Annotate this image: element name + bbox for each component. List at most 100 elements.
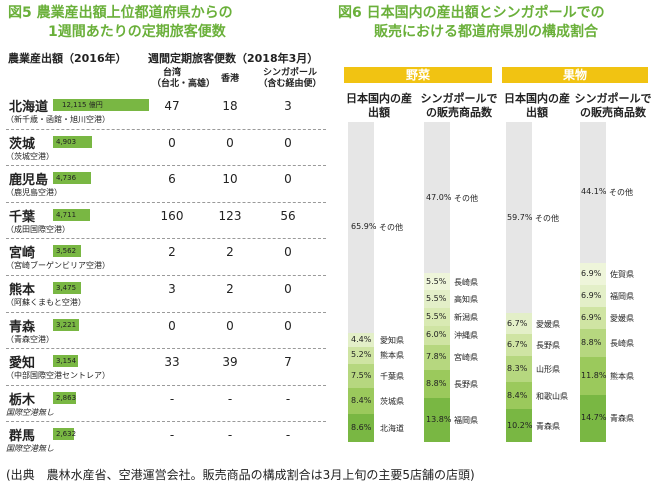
flights-singapore: 3: [284, 99, 292, 113]
stack-segment: [506, 334, 532, 356]
segment-prefecture: 高知県: [454, 295, 478, 305]
pref-name: 宮崎: [9, 246, 36, 262]
stack-segment: [506, 122, 532, 314]
production-bar: 3,475: [53, 282, 81, 294]
segment-percent: 6.7%: [507, 340, 528, 350]
stack-segment: [424, 122, 450, 273]
row-divider: [6, 201, 326, 203]
production-value: 4,711: [56, 210, 77, 219]
segment-prefecture: 福岡県: [454, 415, 478, 425]
flights-hongkong: 18: [222, 99, 238, 113]
airport-name: （成田国際空港）: [6, 224, 70, 234]
segment-percent: 65.9%: [351, 222, 377, 232]
pref-name: 青森: [9, 319, 36, 335]
stack-segment: [424, 307, 450, 326]
segment-prefecture: 愛知県: [380, 335, 404, 345]
row-divider: [6, 421, 326, 423]
stack-segment: [348, 346, 374, 364]
airport-name: （宮崎ブーゲンビリア空港）: [6, 261, 110, 271]
segment-percent: 7.8%: [426, 352, 447, 362]
production-value: 3,562: [56, 247, 77, 256]
stack-segment: [580, 284, 606, 307]
flights-taiwan: 33: [164, 355, 180, 370]
airport-name: 国際空港無し: [6, 407, 54, 417]
stack-segment: [424, 344, 450, 370]
segment-prefecture: 愛媛県: [536, 319, 560, 329]
segment-prefecture: 福岡県: [610, 291, 634, 301]
fruit-col-domestic-header: 日本国内の産出額: [504, 92, 570, 119]
pref-name: 茨城: [9, 136, 36, 152]
segment-percent: 11.8%: [581, 371, 607, 381]
segment-percent: 14.7%: [581, 413, 607, 423]
flights-singapore: 56: [280, 208, 296, 223]
production-value: 2,632: [56, 430, 77, 439]
pref-name: 熊本: [9, 283, 36, 298]
stack-segment: [580, 306, 606, 330]
segment-percent: 7.5%: [351, 370, 372, 380]
col-singapore-sub: （含む経由便）: [258, 79, 322, 89]
segment-prefecture: 北海道: [380, 424, 404, 434]
pref-name: 千葉: [9, 209, 36, 225]
segment-percent: 8.6%: [351, 423, 372, 433]
fruit-col-singapore-header: シンガポールでの販売商品数: [574, 92, 652, 119]
airport-name: （茨城空港）: [6, 151, 54, 161]
stack-segment: [506, 409, 532, 442]
flights-hongkong: 10: [222, 172, 238, 187]
stack-segment: [348, 122, 374, 333]
row-divider: [6, 128, 326, 130]
col-taiwan-sub: （台北・高雄）: [152, 79, 216, 89]
production-bar: 2,632: [53, 428, 77, 441]
segment-prefecture: 長野県: [454, 379, 478, 389]
veg-col-singapore-header: シンガポールでの販売商品数: [420, 92, 498, 119]
flights-hongkong: 123: [218, 208, 242, 223]
segment-percent: 6.9%: [581, 268, 602, 278]
flights-taiwan: 47: [164, 99, 180, 113]
segment-percent: 8.4%: [507, 390, 528, 400]
stack-segment: [506, 382, 532, 410]
flights-singapore: 0: [284, 172, 292, 187]
segment-percent: 4.4%: [351, 334, 372, 344]
col-header-singapore: シンガポール （含む経由便）: [258, 68, 322, 90]
row-divider: [6, 238, 326, 240]
segment-percent: 8.4%: [351, 396, 372, 406]
segment-percent: 10.2%: [507, 420, 533, 430]
production-bar: 4,711: [53, 208, 91, 221]
fig5-title-text: 農業産出額上位都道府県からの: [36, 5, 233, 21]
flights-taiwan: 6: [168, 172, 176, 187]
segment-prefecture: その他: [454, 193, 478, 203]
segment-percent: 5.5%: [426, 311, 447, 321]
segment-percent: 5.5%: [426, 276, 447, 286]
band-fruits: 果物: [502, 67, 648, 83]
pref-name: 栃木: [9, 392, 36, 408]
segment-percent: 6.9%: [581, 313, 602, 322]
airport-name: （新千歳・函館・旭川空港）: [6, 115, 110, 124]
stack-segment: [580, 357, 606, 395]
segment-percent: 8.3%: [507, 364, 528, 374]
production-bar: 4,736: [53, 172, 91, 185]
flights-singapore: 7: [284, 355, 292, 370]
airport-name: （中部国際空港セントレア）: [6, 371, 110, 381]
production-value: 3,475: [56, 284, 77, 292]
col-taiwan-label: 台湾: [162, 68, 181, 78]
segment-prefecture: 長崎県: [454, 277, 478, 287]
flights-hongkong: -: [227, 391, 233, 406]
segment-prefecture: 熊本県: [610, 372, 634, 382]
header-production: 農業産出額（2016年）: [8, 52, 127, 65]
flights-taiwan: 3: [168, 282, 176, 296]
flights-hongkong: 0: [226, 318, 234, 333]
flights-hongkong: 2: [226, 282, 234, 296]
row-divider: [6, 165, 326, 167]
segment-prefecture: 宮崎県: [454, 353, 478, 363]
segment-percent: 6.0%: [426, 330, 447, 340]
production-value: 2,863: [56, 393, 77, 402]
pref-name: 北海道: [9, 100, 49, 115]
flights-singapore: -: [285, 428, 291, 443]
flights-hongkong: 2: [226, 245, 234, 260]
stack-segment: [506, 355, 532, 383]
production-value: 3,154: [56, 357, 77, 366]
flights-hongkong: 0: [226, 135, 234, 150]
col-header-taiwan: 台湾 （台北・高雄）: [152, 68, 216, 90]
pref-name: 鹿児島: [9, 173, 49, 189]
stack-segment: [424, 369, 450, 398]
stack-segment: [506, 313, 532, 335]
